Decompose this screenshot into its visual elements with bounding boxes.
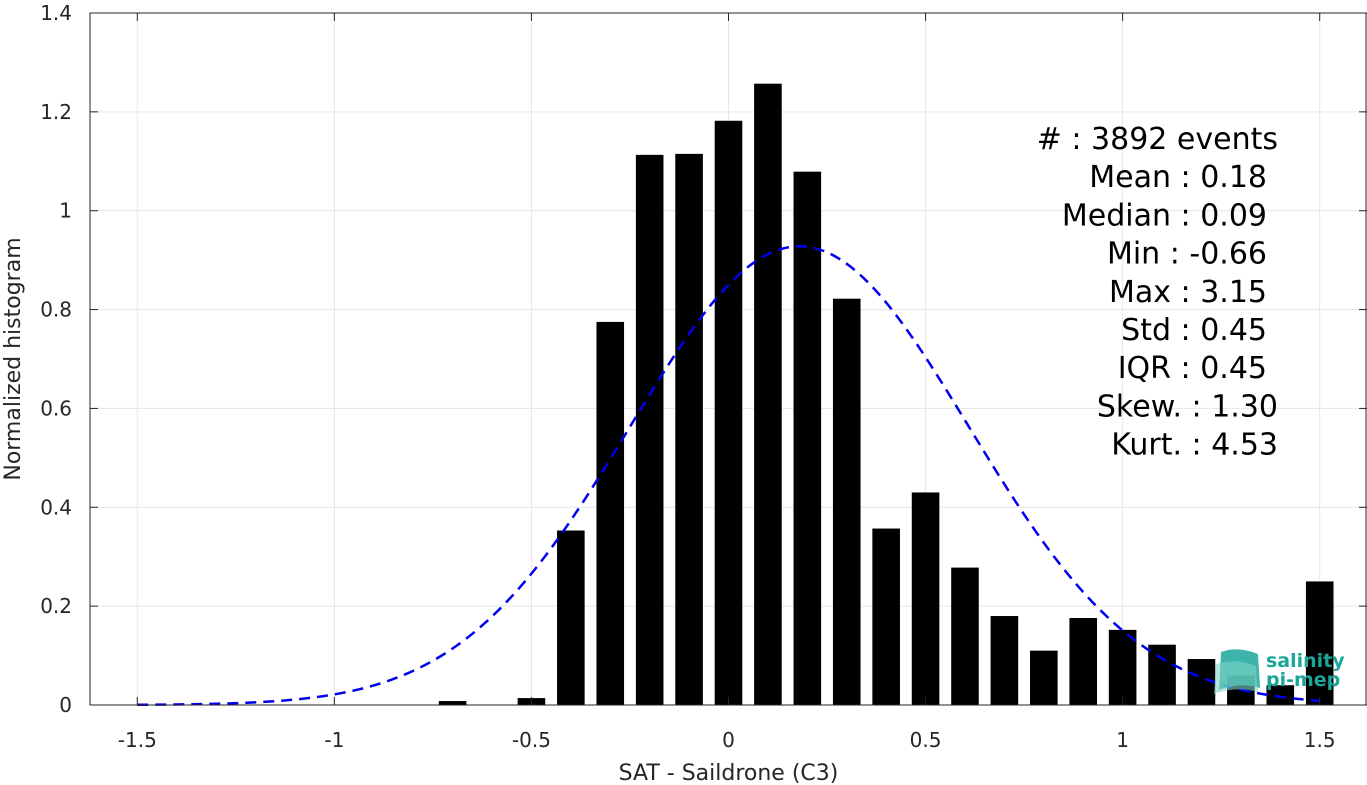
histogram-bar [596,321,625,705]
stat-label: IQR : [1118,351,1201,386]
stat-label: Mean : [1089,160,1200,195]
y-tick-label: 0.8 [40,298,72,322]
histogram-bar [675,153,703,705]
y-tick-label: 0.4 [40,495,72,519]
y-tick-label: 1 [59,199,72,223]
histogram-bar [557,530,585,705]
stat-value: 1.30 [1211,389,1278,424]
stat-line: Mean : 0.18 [1089,160,1267,195]
x-tick-label: -1 [324,728,344,752]
histogram-bar [1069,618,1098,705]
x-tick-label: -1.5 [118,728,157,752]
stat-line: Min : -0.66 [1107,237,1267,272]
stat-line: IQR : 0.45 [1118,351,1267,386]
histogram-bar [793,171,822,705]
stat-value: -0.66 [1189,237,1267,272]
histogram-bar [754,83,782,705]
stat-line: Median : 0.09 [1062,198,1267,233]
histogram-bar [714,120,743,706]
histogram-bar [635,154,664,706]
stat-label: Std : [1121,313,1200,348]
stat-label: Min : [1107,237,1189,272]
histogram-bar [1266,685,1295,705]
stat-label: # : [1037,122,1091,157]
histogram-bar [990,616,1019,705]
logo-wave-mark-light [1214,661,1258,694]
histogram-bar [438,701,467,705]
x-tick-label: 0 [722,728,735,752]
y-tick-label: 1.4 [40,1,72,25]
gaussian-fit-curve [137,245,1320,707]
axis-ticks: -1.5 -1 -0.5 0 0.5 1 1.5 0 0.2 0.4 0.6 0.8 1 1.2 1.4 [40,1,1367,752]
histogram-bar [911,492,940,705]
y-tick-label: 0 [59,693,72,717]
stat-value: 0.18 [1200,160,1267,195]
stat-line: Max : 3.15 [1109,275,1267,310]
stat-value: 0.45 [1200,313,1267,348]
logo-text-line1: salinity [1266,650,1345,672]
stat-value: 0.09 [1200,198,1267,233]
stat-line: Skew. : 1.30 [1097,389,1278,424]
histogram-bar [1030,650,1058,705]
x-tick-label: 1.5 [1304,728,1336,752]
salinity-pimep-logo: salinity pi-mep [1214,649,1345,694]
stat-label: Max : [1109,275,1200,310]
logo-text-line2: pi-mep [1266,669,1340,691]
x-tick-label: -0.5 [512,728,551,752]
stat-value: 3.15 [1200,275,1267,310]
y-axis-label: Normalized histogram [1,237,26,480]
histogram-bar [1305,581,1334,705]
stat-label: Median : [1062,198,1200,233]
y-tick-label: 0.2 [40,594,72,618]
x-tick-label: 1 [1116,728,1129,752]
x-axis-label: SAT - Saildrone (C3) [619,761,839,785]
stat-value: 0.45 [1200,351,1267,386]
y-tick-label: 0.6 [40,396,72,420]
stat-label: Skew. : [1097,389,1211,424]
histogram-bar [951,567,979,705]
x-tick-label: 0.5 [910,728,942,752]
histogram-bar [832,298,861,705]
stat-value: 4.53 [1211,428,1278,463]
histogram-bar [872,528,900,705]
stat-label: Kurt. : [1111,428,1211,463]
y-tick-label: 1.2 [40,100,72,124]
stat-line: Kurt. : 4.53 [1111,428,1278,463]
stat-line: Std : 0.45 [1121,313,1267,348]
histogram-bars [438,83,1334,706]
histogram-bar [1148,644,1176,705]
stat-value: 3892 events [1091,122,1278,157]
stat-line: # : 3892 events [1037,122,1278,157]
histogram-bar [1108,629,1137,705]
